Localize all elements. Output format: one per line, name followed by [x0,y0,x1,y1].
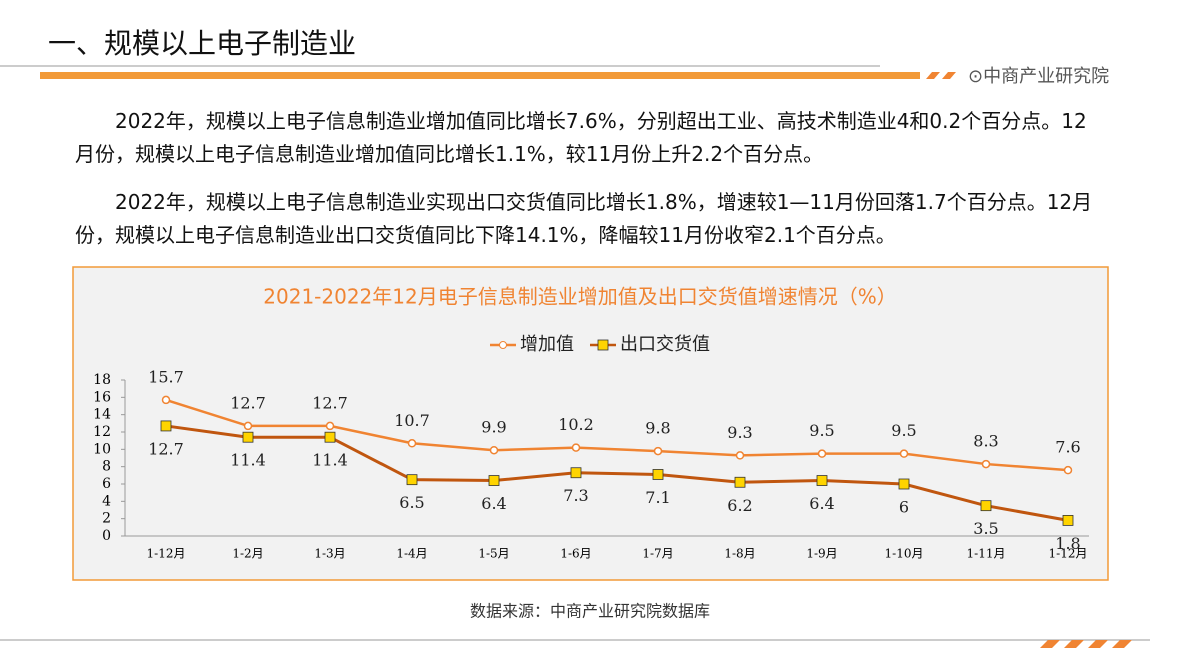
data-label: 7.1 [645,488,670,507]
point [981,459,991,469]
legend-marker [499,341,507,349]
point [325,421,335,431]
data-label: 10.7 [394,411,430,430]
x-tick-label: 1-12月 [147,547,186,561]
legend-label: 增加值 [520,334,574,355]
slide-title: 一、规模以上电子制造业 [48,27,356,60]
paragraph: 2022年，规模以上电子信息制造业实现出口交货值同比增长1.8%，增速较1—11… [75,190,1093,247]
legend-label: 出口交货值 [620,334,710,355]
data-label: 7.3 [563,486,588,505]
data-label: 8.3 [973,432,998,451]
data-label: 1.8 [1055,534,1080,553]
paragraph: 2022年，规模以上电子信息制造业增加值同比增长7.6%，分别超出工业、高技术制… [75,109,1087,166]
brand: ⊙中商产业研究院 [968,66,1109,87]
data-label: 10.2 [558,415,594,434]
y-tick-label: 14 [93,407,111,423]
point [489,445,499,455]
point [980,500,992,512]
data-label: 12.7 [148,439,184,458]
chart-title: 2021-2022年12月电子信息制造业增加值及出口交货值增速情况（%） [263,285,896,309]
point [242,431,254,443]
y-tick-label: 18 [93,372,111,388]
x-tick-label: 1-4月 [396,547,427,561]
x-tick-label: 1-9月 [806,547,837,561]
series-line [165,398,1069,472]
x-tick-label: 1-6月 [560,547,591,561]
point [816,475,828,486]
point [161,395,171,405]
source: 数据来源：中商产业研究院数据库 [470,602,710,621]
point [160,420,172,432]
data-label: 9.3 [727,423,752,442]
data-label: 3.5 [973,519,998,538]
point [734,476,746,488]
data-label: 6.5 [399,493,424,512]
x-tick-label: 1-11月 [967,547,1006,561]
point [1062,515,1074,526]
point [653,446,663,456]
y-tick-label: 4 [102,493,111,509]
data-label: 15.7 [148,367,184,386]
point [899,449,909,458]
y-tick-label: 16 [93,389,111,405]
accent-bar [40,72,920,79]
point [1063,465,1073,475]
data-label: 6 [899,498,909,517]
y-tick-label: 12 [93,424,111,440]
point [571,443,581,452]
y-tick-label: 6 [102,476,111,492]
data-label: 9.5 [809,421,834,440]
x-tick-label: 1-8月 [724,547,755,561]
x-tick-label: 1-3月 [314,547,345,561]
stripes [926,72,956,79]
point [488,475,500,486]
point [652,469,664,480]
point [406,474,418,486]
data-label: 9.5 [891,421,916,440]
data-label: 9.8 [645,419,670,438]
y-tick-label: 2 [102,511,111,527]
y-tick-label: 0 [102,528,111,544]
series-line [165,424,1069,522]
point [407,439,417,448]
point [324,431,336,443]
x-tick-label: 1-12月 [1049,547,1088,561]
footer-stripes [1040,640,1132,648]
point [570,467,582,479]
data-label: 11.4 [230,451,266,470]
data-label: 11.4 [312,451,348,470]
x-tick-label: 1-7月 [642,547,673,561]
data-label: 6.2 [727,496,752,515]
x-tick-label: 1-10月 [885,547,924,561]
legend-marker [597,339,609,351]
data-label: 7.6 [1055,438,1080,457]
data-label: 6.4 [481,494,506,513]
x-tick-label: 1-5月 [478,547,509,561]
y-tick-label: 8 [102,459,111,475]
data-label: 6.4 [809,494,834,513]
point [817,449,827,458]
point [898,478,910,490]
data-label: 9.9 [481,418,506,437]
point [243,421,253,431]
data-label: 12.7 [230,393,266,412]
data-label: 12.7 [312,393,348,412]
x-tick-label: 1-2月 [232,547,263,561]
point [735,451,745,460]
y-tick-label: 10 [93,441,111,457]
